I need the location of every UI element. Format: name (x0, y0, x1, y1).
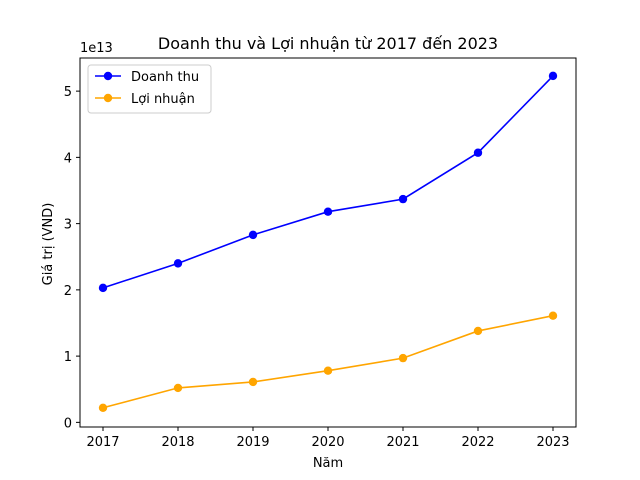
chart-title: Doanh thu và Lợi nhuận từ 2017 đến 2023 (158, 34, 498, 53)
y-tick-label: 4 (64, 151, 72, 166)
data-point-0-4 (398, 194, 408, 204)
series-line-1 (102, 314, 554, 409)
data-point-0-0 (98, 283, 108, 293)
y-tick-label: 3 (64, 218, 72, 233)
data-point-1-0 (98, 403, 108, 412)
x-tick-label: 2019 (236, 435, 269, 450)
legend-marker-1 (103, 93, 113, 103)
legend-marker-0 (103, 71, 113, 81)
x-tick-label: 2018 (161, 435, 194, 450)
data-point-1-5 (473, 326, 483, 336)
legend: Doanh thu Lợi nhuận (87, 64, 212, 114)
x-tick-label: 2022 (461, 435, 494, 450)
y-axis-label: Giá trị (VND) (41, 203, 56, 286)
y-tick-label: 0 (64, 416, 72, 431)
y-tick-label: 2 (64, 284, 72, 299)
data-point-0-2 (248, 230, 258, 240)
x-tick-label: 2017 (86, 435, 119, 450)
data-point-1-1 (173, 383, 183, 393)
x-axis-label: Năm (313, 456, 343, 471)
x-tick-label: 2020 (311, 435, 344, 450)
y-tick-label: 1 (64, 350, 72, 365)
data-point-1-2 (248, 377, 258, 387)
data-point-0-6 (548, 71, 558, 81)
data-point-1-3 (323, 366, 333, 375)
x-tick-label: 2021 (386, 435, 419, 450)
legend-box (87, 64, 212, 114)
plot-area: 2017 2018 2019 2020 2021 2022 2023 0 1 2 3 4 5 (64, 57, 577, 450)
data-point-0-1 (173, 259, 183, 268)
data-point-0-5 (473, 148, 483, 157)
y-offset-label: 1e13 (80, 41, 113, 56)
data-point-1-6 (548, 311, 558, 320)
x-tick-label: 2023 (536, 435, 569, 450)
legend-label-1: Lợi nhuận (131, 92, 195, 107)
data-point-1-4 (398, 353, 408, 363)
y-tick-label: 5 (64, 85, 72, 100)
legend-label-0: Doanh thu (131, 70, 199, 85)
data-point-0-3 (323, 207, 333, 216)
